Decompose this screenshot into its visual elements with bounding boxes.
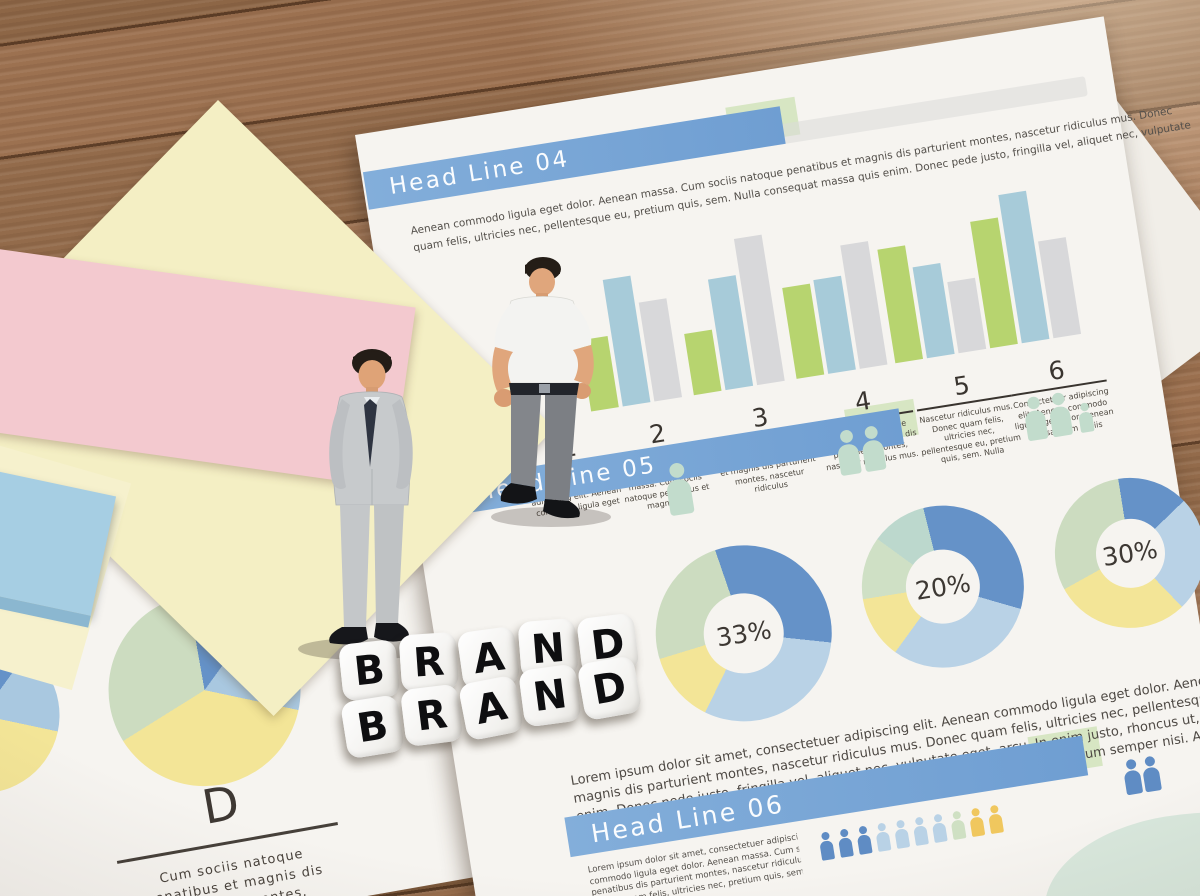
item-number: 6 — [1046, 355, 1067, 387]
figurine-shadow — [491, 507, 611, 527]
person-icon — [817, 831, 836, 861]
item-text: Nascetur ridiculus mus. Donec quam felis… — [918, 401, 1022, 465]
donut-percent-label: 30% — [1100, 534, 1160, 572]
donut-percent-label: 33% — [714, 614, 774, 652]
letter-die: D — [576, 655, 643, 722]
letter-die: B — [340, 694, 406, 760]
donut-chart-20: 20% — [850, 493, 1036, 680]
person-icon — [1076, 402, 1096, 434]
letter-die: R — [398, 631, 460, 693]
person-icon — [892, 819, 911, 849]
person-icon-group-2 — [835, 441, 889, 476]
person-icon-pair — [1121, 762, 1163, 796]
bar-group — [667, 213, 785, 396]
person-icon — [1139, 755, 1163, 793]
person-icon — [930, 813, 949, 843]
person-icon — [911, 816, 930, 846]
donut-percent-label: 20% — [913, 567, 973, 606]
bar-group — [770, 197, 888, 379]
person-icon — [986, 804, 1005, 834]
donut-chart-30: 30% — [1044, 467, 1200, 639]
person-icon-group-1 — [669, 485, 692, 516]
letter-die: R — [399, 683, 464, 748]
letter-die: A — [457, 674, 525, 742]
bar — [684, 329, 722, 396]
figurine-shirt-man — [491, 257, 611, 527]
person-icon — [873, 822, 892, 852]
person-icon-group-3 — [1022, 402, 1100, 441]
headline-04-label: Head Line 04 — [387, 145, 572, 201]
letter-die: N — [518, 663, 582, 728]
person-icon — [854, 825, 873, 855]
world-map-graphic — [1033, 792, 1200, 896]
person-icon — [967, 807, 986, 837]
item-number: 5 — [951, 370, 972, 402]
person-icon — [836, 828, 855, 858]
donut-chart-33: 33% — [643, 532, 845, 735]
person-icon — [948, 810, 967, 840]
figurine-suit-man — [298, 349, 426, 660]
letter-die: B — [338, 639, 401, 702]
